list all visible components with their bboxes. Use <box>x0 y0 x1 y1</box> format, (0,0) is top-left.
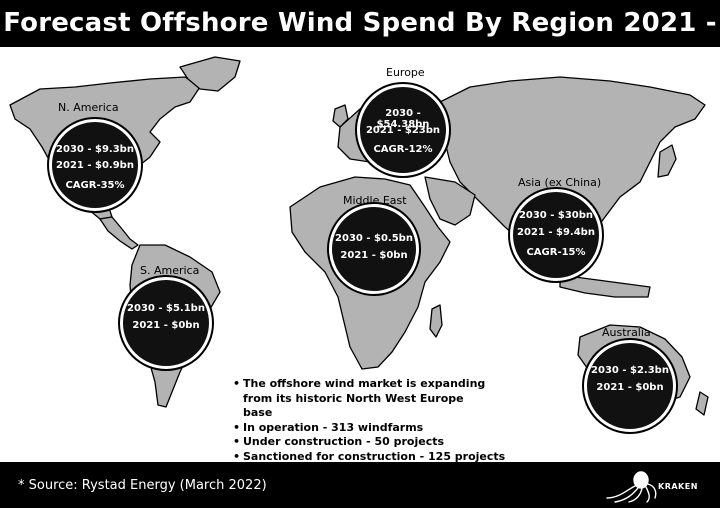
europe-2021: 2021 - $23bn <box>365 125 441 136</box>
north-america-2021: 2021 - $0.9bn <box>56 160 134 171</box>
middle-east-2021: 2021 - $0bn <box>340 250 408 261</box>
central-america-landmass <box>99 216 139 250</box>
europe-2030: 2030 - $54.38bn <box>376 108 430 130</box>
region-bubble-europe: 2030 - $54.38bn 2021 - $23bn CAGR-12% <box>357 84 449 176</box>
footer-bar <box>0 462 720 508</box>
fact-item: Sanctioned for construction - 125 projec… <box>233 450 505 465</box>
title-bar <box>0 0 720 47</box>
new-zealand-landmass <box>695 391 709 416</box>
uk-landmass <box>332 104 349 128</box>
fact-item: Under construction - 50 projects <box>233 435 505 450</box>
region-label-south-america: S. America <box>140 264 200 277</box>
indonesia-landmass <box>559 274 651 298</box>
asia-2021: 2021 - $9.4bn <box>517 227 595 238</box>
greenland-landmass <box>179 56 241 92</box>
region-bubble-australia: 2030 - $2.3bn 2021 - $0bn <box>584 340 676 432</box>
region-label-north-america: N. America <box>58 101 119 114</box>
region-bubble-asia: 2030 - $30bn 2021 - $9.4bn CAGR-15% <box>510 189 602 281</box>
south-america-2021: 2021 - $0bn <box>132 320 200 331</box>
fact-item: The offshore wind market is expanding fr… <box>233 377 493 421</box>
source-note: * Source: Rystad Energy (March 2022) <box>18 478 267 493</box>
page-title: Forecast Offshore Wind Spend By Region 2… <box>3 8 717 85</box>
south-america-2030: 2030 - $5.1bn <box>127 303 205 314</box>
asia-landmass <box>439 76 706 280</box>
north-america-2030: 2030 - $9.3bn <box>56 144 134 155</box>
north-america-cagr: CAGR-35% <box>65 180 125 191</box>
japan-landmass <box>657 144 677 178</box>
region-label-europe: Europe <box>386 66 425 79</box>
kraken-logo-icon <box>606 471 657 503</box>
middle-east-2030: 2030 - $0.5bn <box>335 233 413 244</box>
region-bubble-south-america: 2030 - $5.1bn 2021 - $0bn <box>120 277 212 369</box>
australia-2021: 2021 - $0bn <box>596 382 664 393</box>
europe-cagr: CAGR-12% <box>373 144 433 155</box>
region-label-australia: Australia <box>602 326 651 339</box>
brand-name: KRAKEN <box>658 482 698 491</box>
madagascar-landmass <box>429 304 443 338</box>
fact-item: In operation - 313 windfarms <box>233 421 505 436</box>
region-bubble-middle-east: 2030 - $0.5bn 2021 - $0bn <box>329 204 419 294</box>
asia-2030: 2030 - $30bn <box>518 210 594 221</box>
region-label-middle-east: Middle East <box>343 194 407 207</box>
arabia-landmass <box>424 176 476 226</box>
region-label-asia: Asia (ex China) <box>518 176 602 189</box>
region-bubble-north-america: 2030 - $9.3bn 2021 - $0.9bn CAGR-35% <box>49 119 141 211</box>
asia-cagr: CAGR-15% <box>526 247 586 258</box>
australia-2030: 2030 - $2.3bn <box>591 365 669 376</box>
key-facts-list: The offshore wind market is expanding fr… <box>233 377 505 464</box>
